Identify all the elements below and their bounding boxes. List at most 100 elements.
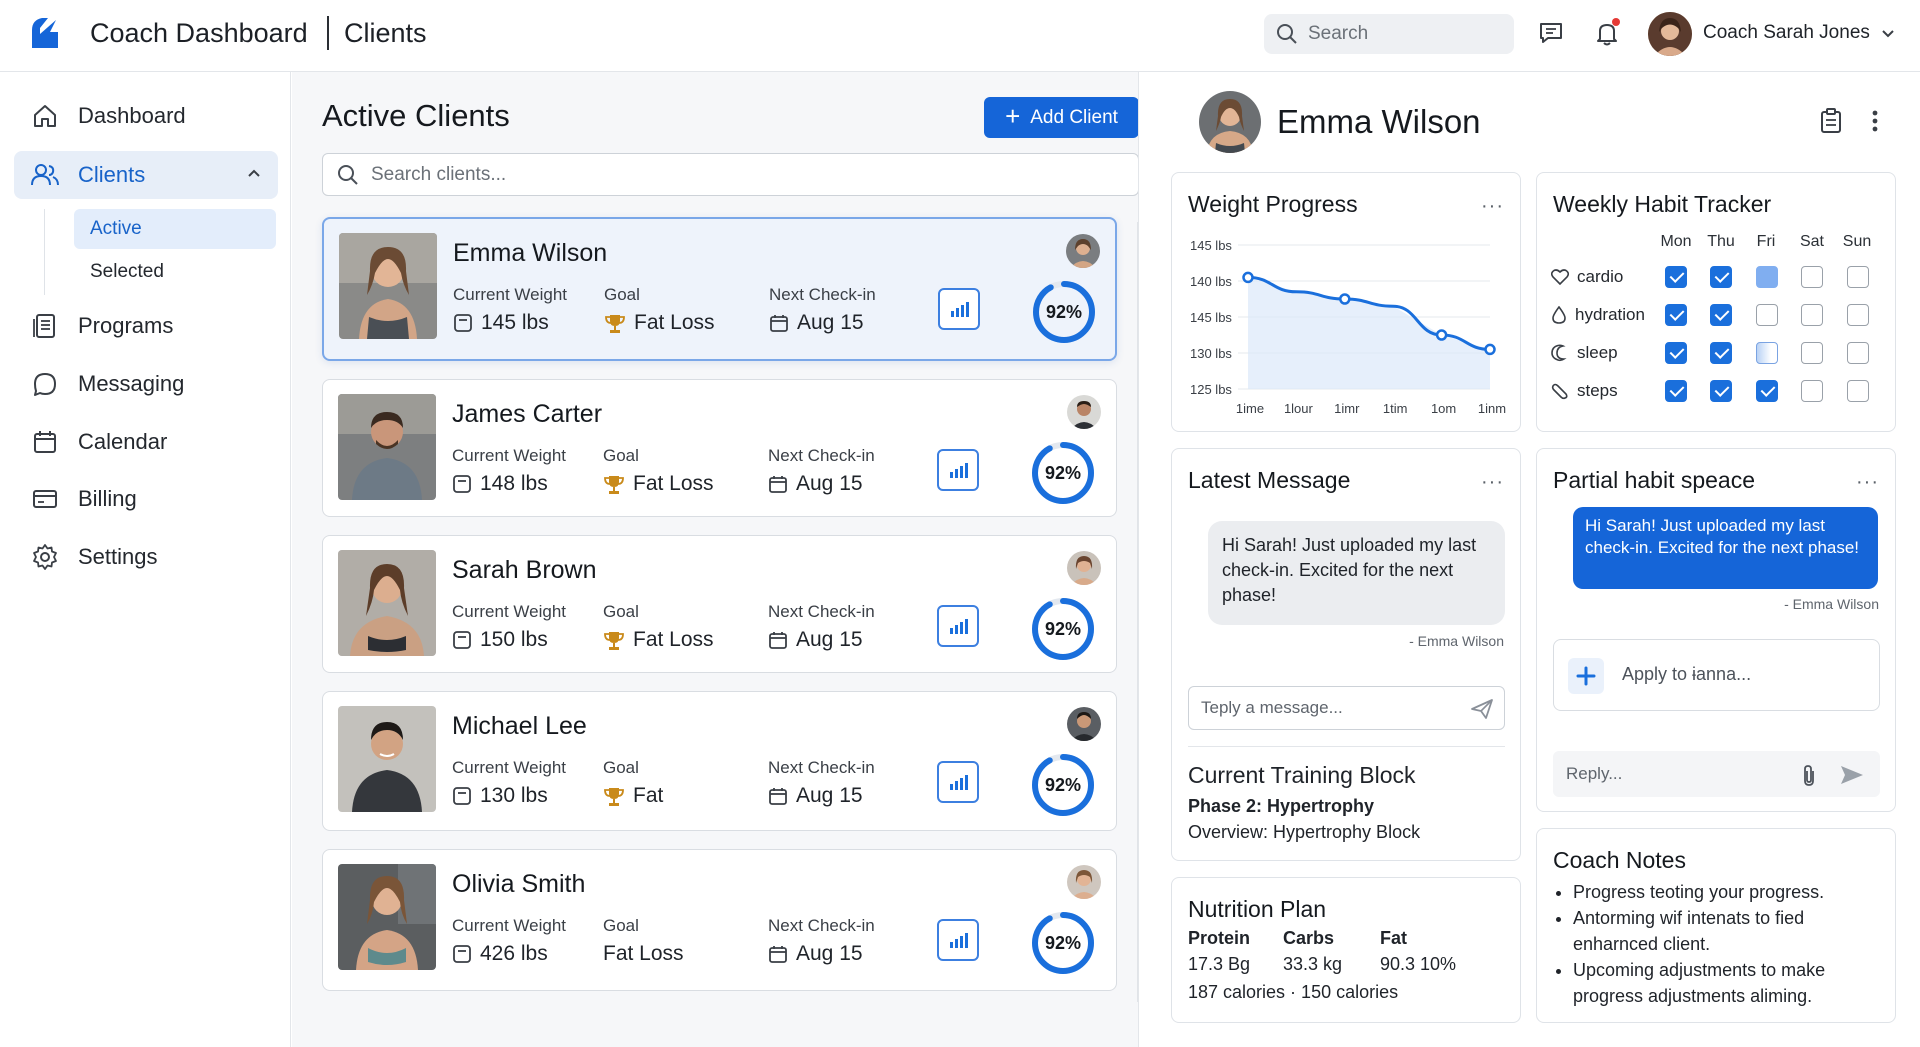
weight-value: 145 lbs [453, 311, 549, 335]
weight-text: 148 lbs [480, 472, 548, 495]
more-horizontal-icon[interactable]: ··· [1481, 471, 1504, 493]
note-item: Progress teoting your progress. [1573, 879, 1877, 905]
client-mini-avatar [1067, 707, 1101, 741]
y-tick-label: 130 lbs [1190, 346, 1232, 361]
progress-chart-button[interactable] [937, 605, 979, 647]
sidebar-item-dashboard[interactable]: Dashboard [14, 92, 278, 140]
calendar-icon [768, 630, 788, 650]
client-card-olivia-smith[interactable]: Olivia Smith Current Weight Goal Next Ch… [322, 849, 1117, 991]
day-header: Sat [1799, 233, 1824, 250]
habit-checkbox[interactable] [1665, 266, 1687, 288]
client-card-sarah-brown[interactable]: Sarah Brown Current Weight Goal Next Che… [322, 535, 1117, 673]
habit-checkbox[interactable] [1665, 342, 1687, 364]
clipboard-icon[interactable] [1819, 108, 1843, 134]
apply-box[interactable]: Apply to ɨanna... [1553, 639, 1880, 711]
checkin-label: Next Check-in [768, 916, 875, 935]
user-name[interactable]: Coach Sarah Jones [1703, 22, 1870, 43]
reply-placeholder: Reply... [1566, 764, 1623, 783]
subitem-active[interactable]: Active [74, 209, 276, 249]
sidebar-item-label: Clients [78, 162, 146, 187]
habit-checkbox[interactable] [1756, 380, 1778, 402]
client-name: Emma Wilson [453, 239, 608, 267]
send-icon[interactable] [1470, 698, 1494, 720]
document-icon [30, 311, 60, 341]
habit-checkbox[interactable] [1756, 266, 1778, 288]
progress-chart-button[interactable] [938, 288, 980, 330]
macro-value: 90.3 10% [1380, 954, 1457, 974]
habit-checkbox[interactable] [1801, 380, 1823, 402]
trophy-icon [603, 473, 625, 495]
progress-ring [1032, 442, 1094, 504]
habit-checkbox[interactable] [1665, 380, 1687, 402]
client-mini-avatar [1066, 234, 1100, 268]
send-icon[interactable] [1839, 764, 1865, 786]
chevron-up-icon[interactable] [246, 166, 262, 182]
habit-checkbox[interactable] [1847, 342, 1869, 364]
client-card-emma-wilson[interactable]: Emma Wilson Current Weight Goal Next Che… [322, 217, 1117, 361]
more-horizontal-icon[interactable]: ··· [1856, 471, 1879, 493]
messages-button[interactable] [1536, 18, 1566, 48]
habit-checkbox[interactable] [1801, 266, 1823, 288]
more-horizontal-icon[interactable]: ··· [1481, 195, 1504, 217]
calendar-icon [768, 474, 788, 494]
data-point [1339, 293, 1351, 305]
sidebar-item-clients[interactable]: Clients [14, 151, 278, 199]
habit-checkbox[interactable] [1801, 342, 1823, 364]
progress-ring [1032, 912, 1094, 974]
habit-checkbox[interactable] [1847, 380, 1869, 402]
habit-checkbox[interactable] [1756, 304, 1778, 326]
habit-checkbox[interactable] [1710, 380, 1732, 402]
habit-checkbox[interactable] [1847, 304, 1869, 326]
chevron-down-icon[interactable] [1880, 25, 1896, 41]
notifications-button[interactable] [1592, 18, 1622, 48]
checkin-value: Aug 15 [768, 942, 863, 966]
progress-chart-button[interactable] [937, 919, 979, 961]
calendar-icon [769, 313, 789, 333]
sidebar-item-calendar[interactable]: Calendar [14, 418, 278, 466]
sidebar-item-settings[interactable]: Settings [14, 533, 278, 581]
habit-checkbox[interactable] [1801, 304, 1823, 326]
message-sender: - Emma Wilson [1784, 596, 1879, 612]
sidebar-item-messaging[interactable]: Messaging [14, 360, 278, 408]
add-client-button[interactable]: + Add Client [984, 97, 1139, 138]
client-photo [339, 233, 437, 339]
panel-title: Coach Notes [1553, 847, 1686, 873]
client-mini-avatar [1067, 865, 1101, 899]
heart-icon [1551, 269, 1569, 285]
global-search-input[interactable]: Search [1264, 14, 1514, 54]
search-placeholder: Search [1308, 23, 1369, 44]
home-icon [30, 101, 60, 131]
sidebar-item-label: Programs [78, 313, 174, 338]
checkin-text: Aug 15 [796, 942, 863, 965]
user-avatar[interactable] [1648, 12, 1692, 56]
progress-chart-button[interactable] [937, 761, 979, 803]
weight-value: 426 lbs [452, 942, 548, 966]
goal-value: Fat Loss [603, 942, 684, 966]
sidebar-item-programs[interactable]: Programs [14, 302, 278, 350]
app-logo-icon[interactable] [26, 14, 64, 52]
habit-checkbox[interactable] [1665, 304, 1687, 326]
macro-value: 33.3 kg [1283, 954, 1343, 974]
reply-input[interactable]: Teply a message... [1188, 686, 1505, 730]
habit-row-hydration: hydration [1551, 305, 1645, 325]
progress-chart-button[interactable] [937, 449, 979, 491]
client-card-james-carter[interactable]: James Carter Current Weight Goal Next Ch… [322, 379, 1117, 517]
client-search-input[interactable]: Search clients... [322, 153, 1139, 196]
habit-checkbox[interactable] [1710, 304, 1732, 326]
habit-checkbox[interactable] [1847, 266, 1869, 288]
submenu-guide-line [44, 209, 45, 295]
sidebar-item-billing[interactable]: Billing [14, 475, 278, 523]
reply-input[interactable]: Reply... [1553, 751, 1880, 797]
subitem-selected[interactable]: Selected [90, 261, 164, 282]
scale-icon [453, 313, 473, 333]
training-phase: Phase 2: Hypertrophy [1188, 796, 1375, 816]
note-item: Antorming wif intenats to fied enharnced… [1573, 905, 1877, 957]
paperclip-icon[interactable] [1801, 763, 1817, 787]
more-vertical-icon[interactable] [1870, 108, 1880, 134]
sidebar-item-label: Dashboard [78, 103, 186, 128]
goal-value: Fat Loss [603, 628, 714, 652]
habit-checkbox[interactable] [1710, 266, 1732, 288]
client-card-michael-lee[interactable]: Michael Lee Current Weight Goal Next Che… [322, 691, 1117, 831]
habit-checkbox[interactable] [1710, 342, 1732, 364]
habit-checkbox[interactable] [1756, 342, 1778, 364]
